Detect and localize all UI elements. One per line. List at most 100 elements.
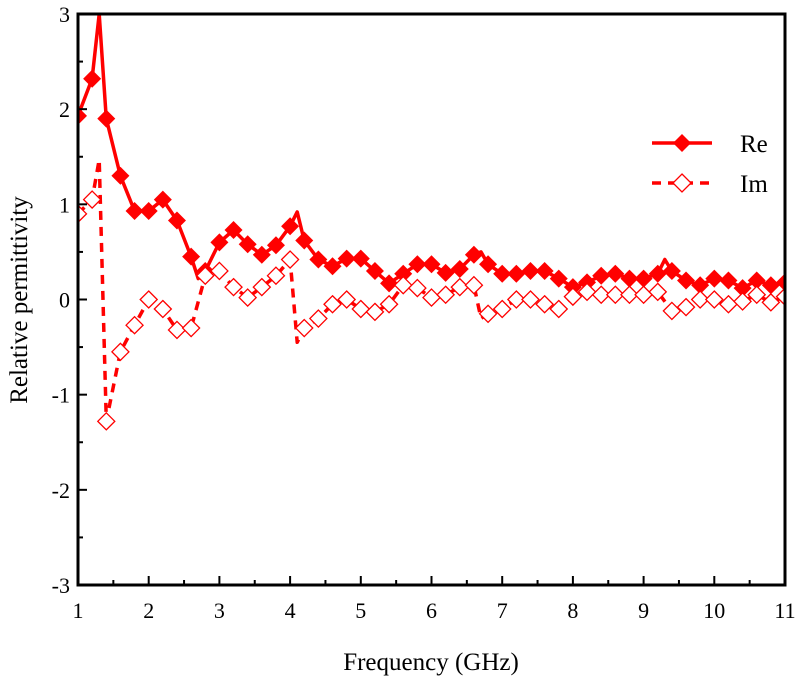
y-tick-label: -3 [52,573,70,598]
data-point [563,278,582,297]
data-point [78,106,87,125]
data-point [436,263,455,282]
data-point [295,231,314,250]
data-point [535,294,555,314]
data-point [379,294,399,314]
data-point [521,290,540,309]
data-point [549,269,568,288]
data-point [578,273,597,292]
x-tick-label: 11 [774,598,795,623]
data-point [280,250,300,269]
x-tick-label: 5 [355,598,366,623]
data-point [719,271,738,290]
data-point [266,236,285,255]
x-tick-label: 7 [497,598,508,623]
data-point [408,255,427,274]
data-point [407,278,427,298]
x-tick-label: 9 [638,598,649,623]
y-tick-label: 0 [59,288,70,313]
data-point [153,299,173,319]
data-point [111,342,130,362]
data-point [563,287,583,307]
data-point [620,269,639,288]
data-point [139,201,158,220]
data-point [535,261,554,280]
data-point [478,304,498,324]
y-tick-label: -1 [52,383,70,408]
data-point [676,297,696,317]
data-point [479,255,498,274]
data-point [351,299,371,319]
data-point [620,285,639,305]
legend: Re Im [652,131,768,198]
series-im [78,157,785,431]
data-point [78,204,88,224]
data-point [394,264,413,283]
data-point [761,292,781,312]
data-point [182,247,201,266]
x-tick-label: 6 [426,598,437,623]
data-point [690,290,710,309]
data-point [224,277,243,297]
data-point [337,249,356,268]
data-point [97,109,116,128]
data-point [309,250,328,269]
data-point [634,269,653,288]
data-point [450,277,470,297]
data-point [507,264,526,283]
data-point [224,221,243,240]
data-point [380,274,399,293]
data-point [281,217,300,236]
legend-re-label: Re [740,131,768,158]
data-point [238,235,257,254]
data-point [704,290,724,309]
x-axis-label: Frequency (GHz) [343,649,519,676]
data-point [337,290,357,309]
data-point [577,282,597,302]
data-point [464,275,484,295]
data-point [549,299,569,319]
x-tick-label: 1 [73,598,84,623]
data-point [422,255,441,274]
y-tick-label: 2 [59,97,70,122]
data-point [450,260,469,279]
data-point [238,288,258,308]
data-point [506,290,526,309]
data-point [691,276,710,295]
data-point [747,271,766,290]
legend-re-marker [673,134,691,152]
data-point [139,290,159,309]
data-point [365,261,384,280]
data-point [153,190,172,209]
data-point [210,233,229,252]
data-point [775,287,785,307]
data-point [252,277,272,297]
data-point [195,266,215,286]
data-point [648,282,668,302]
x-tick-label: 2 [143,598,154,623]
legend-im-label: Im [740,171,768,198]
x-tick-label: 4 [285,598,296,623]
data-point [677,271,696,290]
data-point [181,318,201,338]
data-point [351,249,370,268]
data-point [393,275,413,295]
data-point [733,291,752,311]
data-point [761,276,780,295]
data-point [125,315,144,335]
data-point [83,69,102,88]
y-tick-label: -2 [52,478,70,503]
data-point [323,294,342,314]
data-point [606,264,625,283]
data-point [705,269,724,288]
data-point [733,279,752,298]
series-re [78,14,785,298]
data-point [125,201,144,220]
data-point [209,261,229,281]
data-point [96,411,116,431]
y-tick-label: 3 [59,2,70,27]
data-point [521,261,540,280]
data-point [492,299,512,319]
data-point [436,285,456,305]
